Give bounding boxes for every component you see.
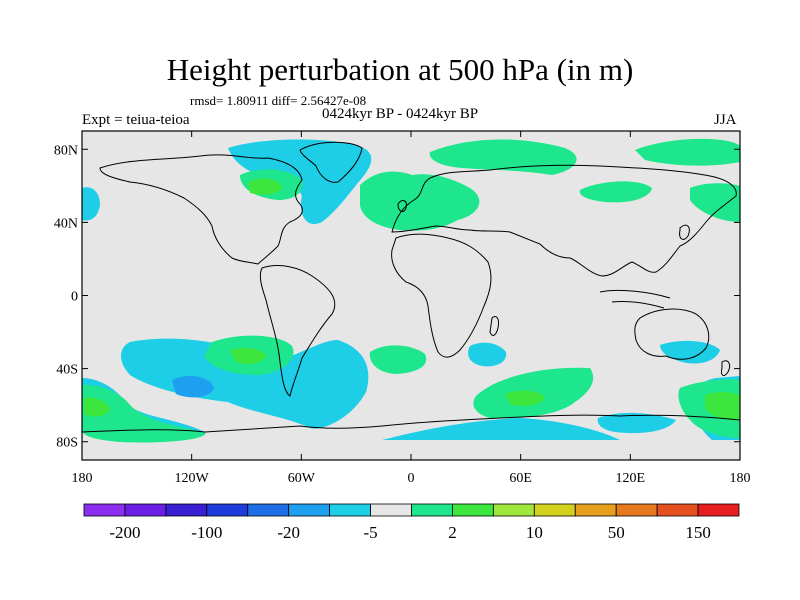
anomaly-core-positive <box>248 178 282 195</box>
lat-tick-label: 40N <box>54 216 78 231</box>
colorbar-tick-label: 10 <box>526 523 543 542</box>
colorbar: -200 -100 -20 -5 2 10 50 150 <box>83 503 740 542</box>
statistics-text: rmsd= 1.80911 diff= 2.56427e-08 <box>190 93 367 108</box>
colorbar-tick-label: -100 <box>191 523 222 542</box>
british-isles-coastline <box>397 200 407 212</box>
colorbar-swatch <box>370 503 412 517</box>
africa-coastline <box>391 233 492 358</box>
anomaly-region-positive <box>579 181 652 203</box>
colorbar-swatch <box>492 503 535 517</box>
anomaly-region-positive <box>82 384 206 443</box>
south-america-coastline <box>259 265 336 397</box>
lon-tick-label: 60E <box>509 471 532 486</box>
antarctica-coastline <box>82 414 740 433</box>
colorbar-swatch <box>329 503 371 517</box>
longitude-axis: 180 120W 60W 0 60E 120E 180 <box>72 131 751 486</box>
anomaly-region-negative <box>660 340 720 364</box>
lat-tick-label: 0 <box>71 290 78 305</box>
madagascar-coastline <box>489 315 499 336</box>
lat-tick-label: 40S <box>56 363 78 378</box>
colorbar-swatch <box>83 503 126 517</box>
colorbar-swatch <box>206 503 249 517</box>
anomaly-core-negative <box>172 375 214 398</box>
greenland-coastline <box>299 141 363 183</box>
lon-tick-label: 180 <box>72 471 93 486</box>
colorbar-swatch <box>452 503 494 517</box>
anomaly-region-positive <box>369 345 427 374</box>
anomaly-region-negative <box>121 338 369 429</box>
lon-tick-label: 60W <box>288 471 316 486</box>
lat-tick-label: 80N <box>54 143 78 158</box>
anomaly-core-positive <box>505 390 545 406</box>
colorbar-swatch <box>656 503 699 517</box>
europe-asia-coastline <box>391 164 737 277</box>
lon-tick-label: 180 <box>730 471 751 486</box>
colorbar-swatch <box>411 503 453 517</box>
colorbar-swatch <box>247 503 290 517</box>
anomaly-region-positive <box>690 183 740 222</box>
colorbar-tick-label: 50 <box>608 523 625 542</box>
colorbar-tick-label: -5 <box>363 523 377 542</box>
anomaly-region-negative <box>597 412 676 434</box>
colorbar-swatch <box>697 503 740 517</box>
lon-tick-label: 120E <box>616 471 646 486</box>
anomaly-core-positive <box>84 397 110 417</box>
latitude-axis: 80N 40N 0 40S 80S <box>54 143 740 451</box>
coastlines <box>82 141 740 433</box>
north-america-coastline <box>99 154 303 265</box>
colorbar-swatch <box>533 503 576 517</box>
anomaly-region-negative <box>468 342 507 367</box>
japan-coastline <box>679 224 690 240</box>
colorbar-swatch <box>165 503 208 517</box>
colorbar-tick-label: 150 <box>685 523 711 542</box>
anomaly-region-negative <box>382 418 620 440</box>
colorbar-tick-label: -20 <box>277 523 300 542</box>
season-text: JJA <box>714 112 737 128</box>
anomaly-region-positive <box>360 171 480 231</box>
period-text: 0424kyr BP - 0424kyr BP <box>322 106 479 122</box>
lat-tick-label: 80S <box>56 436 78 451</box>
anomaly-core-positive <box>705 392 740 421</box>
map-title: Height perturbation at 500 hPa (in m) <box>166 52 634 87</box>
lon-tick-label: 0 <box>408 471 415 486</box>
colorbar-swatch <box>124 503 167 517</box>
new-zealand-coastline <box>721 360 731 376</box>
colorbar-swatch <box>288 503 331 517</box>
lon-tick-label: 120W <box>175 471 210 486</box>
anomaly-core-positive <box>230 348 266 364</box>
experiment-text: Expt = teiua-teioa <box>82 112 190 128</box>
indonesia-coastline <box>599 289 671 309</box>
anomaly-region-positive <box>635 138 740 166</box>
colorbar-swatch <box>574 503 617 517</box>
colorbar-swatch <box>615 503 658 517</box>
anomaly-field <box>82 138 740 443</box>
colorbar-tick-label: -200 <box>109 523 140 542</box>
anomaly-region-negative <box>82 187 100 221</box>
australia-coastline <box>634 308 710 360</box>
colorbar-tick-label: 2 <box>448 523 457 542</box>
